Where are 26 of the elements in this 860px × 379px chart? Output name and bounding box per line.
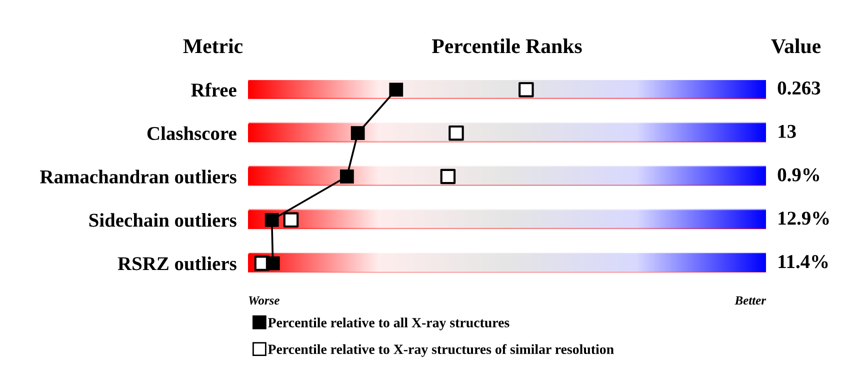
- text: Worse: [248, 296, 280, 305]
- y-tick-label: Clashscore: [147, 126, 236, 140]
- chart-title: Percentile Ranks: [432, 38, 582, 54]
- y-tick-label: Sidechain outliers: [89, 213, 236, 227]
- point: [264, 212, 279, 227]
- point: [283, 212, 299, 228]
- legend-label: Percentile relative to all X-ray structures: [268, 318, 510, 330]
- point: [266, 256, 280, 270]
- text: Better: [734, 296, 766, 305]
- text: 13: [778, 124, 796, 138]
- point: [389, 82, 404, 97]
- text: Value: [771, 38, 821, 54]
- text: 0.263: [778, 81, 820, 95]
- text: 0.9%: [778, 168, 820, 182]
- point: [350, 126, 365, 140]
- legend-label: Percentile relative to X-ray structures of similar resolution: [268, 344, 614, 357]
- y-tick-label: Rfree: [191, 82, 236, 97]
- text: 11.4%: [778, 255, 828, 268]
- point: [340, 170, 354, 184]
- y-tick-label: RSRZ outliers: [118, 256, 236, 270]
- point: [440, 168, 456, 184]
- point: [518, 82, 534, 98]
- y-axis-title: Metric: [183, 38, 243, 54]
- point: [448, 125, 464, 141]
- y-tick-label: Ramachandran outliers: [40, 170, 236, 184]
- text: 12.9%: [778, 212, 829, 225]
